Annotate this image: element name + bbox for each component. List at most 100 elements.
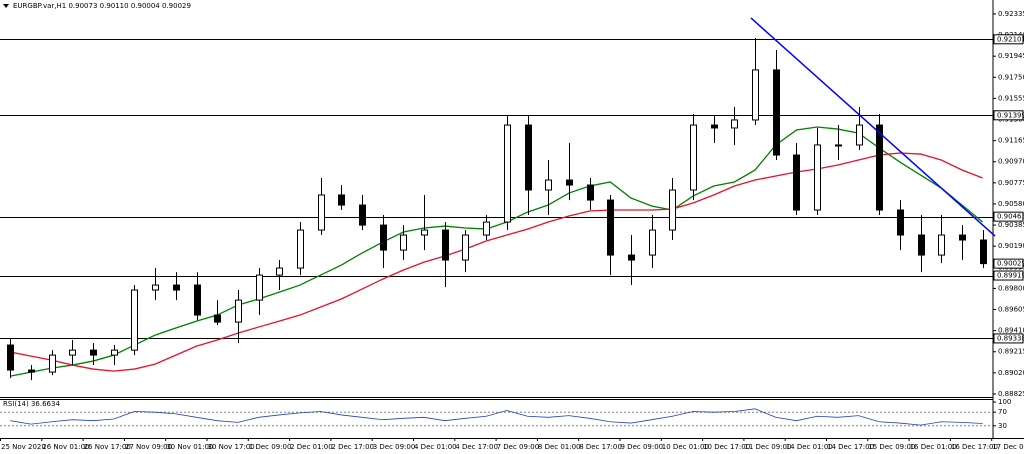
candle-body (338, 194, 345, 206)
y-tick-label: 0.90775 (998, 179, 1024, 187)
candle-body (525, 124, 532, 191)
y-tick-label: 0.92335 (998, 10, 1024, 18)
candle-body (918, 234, 925, 256)
x-tick-label: 8 Dec 17:00 (579, 443, 622, 451)
y-tick-label: 0.88825 (998, 390, 1024, 398)
x-tick-label: 14 Dec 01:00 (786, 443, 833, 451)
y-tick-label: 0.90385 (998, 221, 1024, 229)
candle-body (835, 144, 842, 147)
candle-body (773, 69, 780, 156)
x-tick-label: 16 Dec 17:00 (951, 443, 998, 451)
y-tick-label: 0.91945 (998, 52, 1024, 60)
candle-body (607, 199, 614, 256)
y-tick-label: 0.91165 (998, 137, 1024, 145)
x-tick-label: 15 Dec 09:00 (868, 443, 915, 451)
level-label: 0.90463 (997, 213, 1024, 221)
candle-body (690, 124, 697, 191)
y-tick-label: 30 (998, 422, 1007, 430)
x-tick-label: 8 Dec 01:00 (538, 443, 581, 451)
level-label: 0.89338 (997, 334, 1024, 342)
x-tick-label: 17 Dec 09:00 (992, 443, 1024, 451)
candle-body (421, 229, 428, 236)
candle-body (980, 239, 987, 265)
y-tick-label: 0.89215 (998, 348, 1024, 356)
x-tick-label: 10 Dec 01:00 (662, 443, 709, 451)
candle-body (814, 144, 821, 211)
candle-body (959, 234, 966, 241)
candle-body (628, 254, 635, 261)
rsi-title: RSI(14) 36.6634 (3, 400, 60, 408)
level-label: 0.91399 (997, 111, 1024, 119)
candle-body (711, 124, 718, 129)
x-tick-label: 9 Dec 09:00 (621, 443, 664, 451)
candle-body (669, 189, 676, 231)
level-label-box (993, 211, 1024, 222)
candle-body (566, 179, 573, 186)
candle-body (442, 229, 449, 261)
candle-body (483, 221, 490, 236)
candle-body (276, 267, 283, 276)
level-label-box (993, 110, 1024, 121)
candle-body (49, 354, 56, 373)
candle-body (793, 154, 800, 211)
rsi-line (10, 408, 983, 426)
last-price-label: 0.90029 (997, 260, 1024, 268)
x-tick-label: 11 Dec 09:00 (744, 443, 791, 451)
candle-body (214, 314, 221, 323)
candle-body (256, 274, 263, 301)
candle-body (400, 234, 407, 251)
x-tick-label: 27 Nov 09:00 (125, 443, 172, 451)
chart-title: EURGBP.var,H1 0.90073 0.90110 0.90004 0.… (13, 2, 191, 10)
candle-body (876, 124, 883, 211)
y-tick-label: 100 (998, 398, 1011, 406)
level-label: 0.89919 (997, 272, 1024, 280)
candle-body (131, 289, 138, 351)
candle-body (380, 224, 387, 251)
trend-line (750, 17, 996, 237)
candle-body (938, 234, 945, 256)
candle-body (7, 344, 14, 371)
candle-body (731, 119, 738, 129)
level-label-box (993, 333, 1024, 344)
x-tick-label: 26 Nov 17:00 (84, 443, 131, 451)
level-label: 0.92101 (997, 35, 1024, 43)
candle-body (545, 179, 552, 191)
candle-body (152, 284, 159, 291)
candle-body (111, 349, 118, 356)
x-tick-label: 2 Dec 17:00 (331, 443, 374, 451)
x-tick-label: 7 Dec 09:00 (497, 443, 540, 451)
candle-body (856, 124, 863, 146)
candle-body (504, 124, 511, 223)
level-label-box (993, 34, 1024, 45)
x-tick-label: 14 Dec 17:00 (827, 443, 874, 451)
candle-body (462, 234, 469, 261)
candle-body (587, 184, 594, 201)
candle-body (649, 229, 656, 256)
candle-body (28, 369, 35, 373)
candle-body (752, 69, 759, 121)
candle-body (90, 349, 97, 356)
level-label-box (993, 270, 1024, 281)
candle-body (235, 299, 242, 323)
moving-average (10, 126, 984, 377)
x-tick-label: 25 Nov 2020 (1, 443, 46, 451)
x-tick-label: 4 Dec 01:00 (414, 443, 457, 451)
x-tick-label: 10 Dec 17:00 (703, 443, 750, 451)
x-tick-label: 16 Dec 01:00 (910, 443, 957, 451)
candle-body (897, 209, 904, 236)
x-tick-label: 2 Dec 01:00 (290, 443, 333, 451)
x-tick-label: 30 Nov 01:00 (166, 443, 213, 451)
candle-body (318, 194, 325, 231)
x-tick-label: 26 Nov 01:00 (42, 443, 89, 451)
y-tick-label: 0.89605 (998, 306, 1024, 314)
x-tick-label: 1 Dec 09:00 (249, 443, 292, 451)
